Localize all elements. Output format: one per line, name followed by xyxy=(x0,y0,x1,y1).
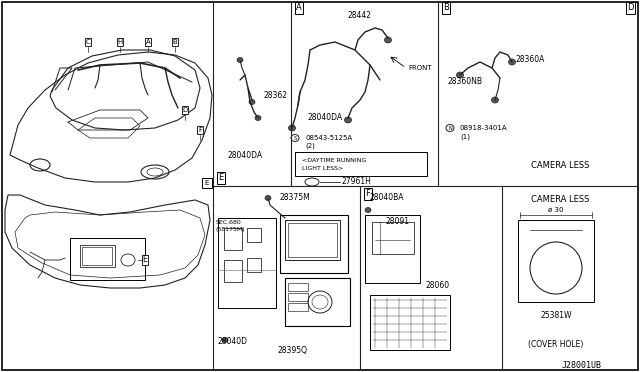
Ellipse shape xyxy=(456,72,463,78)
Text: 28091: 28091 xyxy=(385,218,409,227)
Text: FRONT: FRONT xyxy=(408,65,431,71)
Ellipse shape xyxy=(265,196,271,201)
Text: D: D xyxy=(182,107,188,113)
Text: 28442: 28442 xyxy=(348,10,372,19)
Text: E: E xyxy=(218,173,223,183)
Bar xyxy=(224,228,242,250)
Bar xyxy=(370,295,450,350)
Bar xyxy=(288,283,308,291)
Bar xyxy=(82,247,112,265)
Bar xyxy=(288,303,308,311)
Text: H: H xyxy=(117,39,123,45)
Ellipse shape xyxy=(344,117,351,123)
Text: F: F xyxy=(365,189,371,199)
Bar xyxy=(285,278,350,326)
Text: 27961H: 27961H xyxy=(342,177,372,186)
Text: E: E xyxy=(205,180,209,186)
Text: 28040DA: 28040DA xyxy=(228,151,263,160)
Text: 25381W: 25381W xyxy=(540,311,572,320)
Text: 28360NB: 28360NB xyxy=(448,77,483,87)
Bar xyxy=(372,222,414,254)
Text: CAMERA LESS: CAMERA LESS xyxy=(531,196,589,205)
Ellipse shape xyxy=(222,337,228,343)
Ellipse shape xyxy=(289,125,296,131)
Text: 28060: 28060 xyxy=(425,280,449,289)
Text: D: D xyxy=(627,3,633,13)
Text: <DAYTIME RUNNING: <DAYTIME RUNNING xyxy=(302,157,366,163)
Bar xyxy=(288,293,308,301)
Text: 28375M: 28375M xyxy=(280,193,311,202)
Ellipse shape xyxy=(249,99,255,105)
Bar xyxy=(280,215,348,273)
Ellipse shape xyxy=(237,58,243,62)
Bar xyxy=(288,223,337,257)
Text: (68175M): (68175M) xyxy=(216,228,246,232)
Bar xyxy=(80,245,115,267)
Text: SEC.680: SEC.680 xyxy=(216,219,242,224)
Text: 08543-5125A: 08543-5125A xyxy=(305,135,352,141)
Ellipse shape xyxy=(492,97,499,103)
Ellipse shape xyxy=(365,208,371,212)
Text: J28001UB: J28001UB xyxy=(562,360,602,369)
Text: 28040BA: 28040BA xyxy=(370,193,404,202)
Bar xyxy=(247,258,261,272)
Text: E: E xyxy=(143,256,147,264)
Text: (1): (1) xyxy=(460,134,470,140)
Ellipse shape xyxy=(255,115,261,121)
Text: 08918-3401A: 08918-3401A xyxy=(460,125,508,131)
Bar xyxy=(295,152,427,176)
Text: A: A xyxy=(296,3,302,13)
Bar xyxy=(224,260,242,282)
Text: A: A xyxy=(146,39,150,45)
Text: F: F xyxy=(198,127,202,133)
Bar xyxy=(70,238,145,280)
Bar xyxy=(285,220,340,260)
Bar xyxy=(518,220,594,302)
Ellipse shape xyxy=(509,59,515,65)
Text: N: N xyxy=(448,125,452,131)
Bar xyxy=(218,218,276,308)
Text: 28395Q: 28395Q xyxy=(277,346,307,355)
Text: 28360A: 28360A xyxy=(515,55,545,64)
Text: 28040D: 28040D xyxy=(218,337,248,346)
Text: B: B xyxy=(173,39,177,45)
Text: (2): (2) xyxy=(305,143,315,149)
Text: S: S xyxy=(293,135,296,141)
Text: 28040DA: 28040DA xyxy=(308,113,343,122)
Bar xyxy=(365,215,420,283)
Text: ø 30: ø 30 xyxy=(548,207,564,213)
Text: 28362: 28362 xyxy=(263,90,287,99)
Text: LIGHT LESS>: LIGHT LESS> xyxy=(302,167,343,171)
Ellipse shape xyxy=(385,37,392,43)
Bar xyxy=(202,178,212,188)
Text: CAMERA LESS: CAMERA LESS xyxy=(531,160,589,170)
Bar xyxy=(247,228,261,242)
Text: B: B xyxy=(443,3,449,13)
Text: C: C xyxy=(86,39,90,45)
Text: (COVER HOLE): (COVER HOLE) xyxy=(528,340,584,350)
